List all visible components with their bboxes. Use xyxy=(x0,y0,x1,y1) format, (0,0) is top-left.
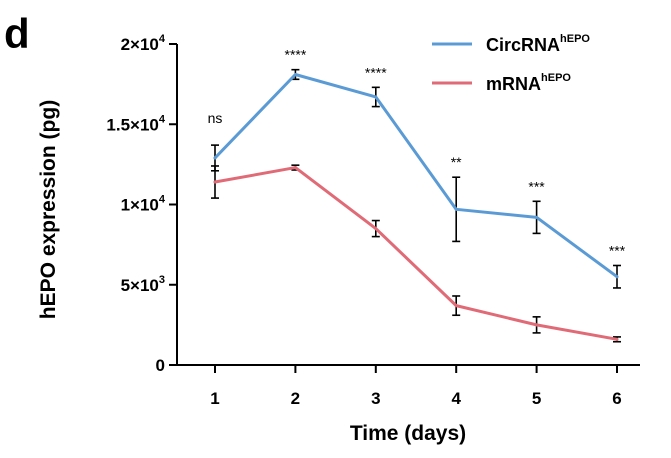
series-line xyxy=(213,166,619,341)
x-tick-label: 5 xyxy=(532,389,541,408)
data-point xyxy=(374,227,378,231)
y-axis-title: hEPO expression (pg) xyxy=(37,100,60,319)
y-tick-exponent: 4 xyxy=(159,194,166,206)
data-point xyxy=(374,95,378,99)
y-tick-mantissa: 0 xyxy=(156,356,165,375)
series-line xyxy=(213,72,619,279)
y-tick-label: 1.5×104 xyxy=(106,113,165,134)
data-point xyxy=(213,180,217,184)
significance-label: ** xyxy=(451,154,462,170)
legend-series-superscript: hEPO xyxy=(560,33,590,45)
x-tick-label: 4 xyxy=(451,389,461,408)
series-layer xyxy=(211,68,621,343)
y-tick-mantissa: 2×10 xyxy=(121,35,159,54)
y-tick-exponent: 3 xyxy=(159,274,165,286)
legend-series-name: CircRNA xyxy=(486,35,560,55)
data-point xyxy=(615,337,619,341)
y-tick-label: 0 xyxy=(156,356,165,375)
significance-label: **** xyxy=(365,64,387,80)
significance-label: ns xyxy=(208,110,223,126)
legend-label: CircRNAhEPO xyxy=(486,33,590,55)
legend-item: CircRNAhEPO xyxy=(432,33,590,55)
data-point xyxy=(615,275,619,279)
significance-label: *** xyxy=(528,178,545,194)
data-point xyxy=(454,304,458,308)
legend-series-name: mRNA xyxy=(486,74,541,94)
significance-label: *** xyxy=(609,242,626,258)
legend-item: mRNAhEPO xyxy=(432,72,571,94)
data-point xyxy=(454,207,458,211)
x-tick-label: 6 xyxy=(612,389,621,408)
data-point xyxy=(535,215,539,219)
data-point xyxy=(293,72,297,76)
significance-label: **** xyxy=(285,47,307,63)
y-tick-mantissa: 5×10 xyxy=(121,276,159,295)
x-tick-label: 3 xyxy=(371,389,380,408)
y-tick-label: 2×104 xyxy=(121,33,166,54)
y-tick-label: 5×103 xyxy=(121,274,165,295)
y-tick-mantissa: 1.5×10 xyxy=(106,115,158,134)
x-axis-title: Time (days) xyxy=(350,422,466,445)
label-layer: ns**************** xyxy=(208,47,626,259)
series-mrna xyxy=(211,164,621,343)
y-tick-label: 1×104 xyxy=(121,194,166,215)
data-point xyxy=(213,156,217,160)
data-point xyxy=(293,166,297,170)
panel-label: d xyxy=(4,10,30,57)
legend-series-superscript: hEPO xyxy=(541,72,571,84)
x-tick-label: 1 xyxy=(210,389,219,408)
x-tick-label: 2 xyxy=(291,389,300,408)
y-tick-exponent: 4 xyxy=(159,113,166,125)
data-point xyxy=(535,323,539,327)
series-circrna xyxy=(211,68,621,289)
y-tick-mantissa: 1×10 xyxy=(121,196,159,215)
legend-label: mRNAhEPO xyxy=(486,72,571,94)
y-tick-exponent: 4 xyxy=(159,33,166,45)
